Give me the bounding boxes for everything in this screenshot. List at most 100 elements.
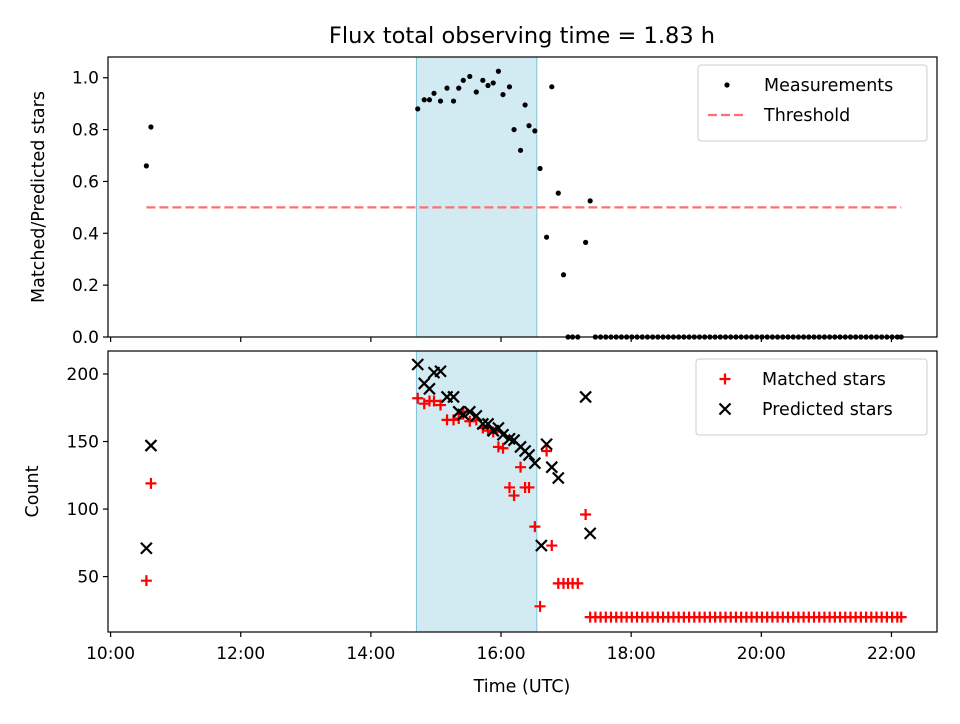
data-point-1	[497, 442, 509, 454]
data-point-1	[537, 165, 543, 172]
data-point-1	[428, 395, 440, 407]
chart-title: Flux total observing time = 1.83 h	[329, 23, 715, 49]
data-point-2	[470, 409, 483, 423]
data-point-2	[496, 428, 510, 442]
data-point-1	[437, 98, 444, 104]
data-point-2	[463, 405, 477, 419]
x-tick-label: 16:00	[477, 644, 526, 664]
data-point-2	[540, 437, 553, 451]
data-point-1	[534, 600, 546, 612]
data-point-1	[541, 445, 553, 457]
data-point-1	[549, 84, 555, 90]
data-point-2	[140, 541, 153, 555]
data-point-1	[523, 481, 535, 493]
data-point-1	[421, 97, 427, 103]
data-point-2	[528, 456, 542, 470]
data-point-2	[447, 390, 460, 404]
y-tick-label: 0.2	[72, 276, 99, 296]
panel-2: 50 100 150 200 Count 10:00 12:00 14:00 16:00 18:0…	[23, 350, 938, 664]
legend-box	[695, 358, 928, 436]
data-point-1	[508, 490, 520, 502]
data-point-2	[457, 408, 470, 421]
data-point-1	[500, 91, 506, 98]
data-point-1	[435, 399, 447, 411]
data-point-1	[415, 106, 421, 112]
y-tick-label: 200	[67, 365, 99, 385]
data-point-1	[140, 575, 152, 587]
x-tick-label: 20:00	[737, 644, 786, 664]
observing-window-span	[415, 56, 538, 338]
data-point-1	[529, 521, 541, 533]
y-tick-label: 1.0	[72, 69, 99, 89]
y-tick-label: 0.0	[72, 328, 99, 348]
data-point-2	[552, 471, 565, 485]
data-point-1	[444, 85, 450, 91]
panel-1: 0.0 0.2 0.4 0.6 0.8 1.0 Matched/Predicted star…	[29, 56, 938, 348]
data-point-1	[412, 392, 424, 404]
data-point-1	[426, 97, 433, 103]
x-tick-label: 10:00	[86, 644, 135, 664]
data-point-1	[485, 82, 491, 89]
data-point-1	[555, 190, 561, 196]
data-point-1	[522, 102, 528, 108]
data-point-2	[144, 439, 158, 452]
data-point-1	[532, 128, 538, 134]
y-axis-label: Matched/Predicted stars	[29, 91, 49, 303]
legend-swatch-1	[724, 82, 730, 88]
data-point-2	[434, 364, 447, 378]
legend-label-2: Predicted stars	[762, 400, 893, 420]
legend-swatch-2	[718, 402, 732, 416]
data-point-1	[895, 611, 907, 623]
y-tick-label: 50	[77, 568, 99, 588]
y-tick-label: 100	[67, 500, 99, 520]
y-tick-label: 150	[67, 433, 99, 453]
data-point-1	[450, 98, 457, 104]
data-point-1	[526, 123, 532, 129]
data-point-1	[503, 481, 515, 493]
legend: Matched stars Predicted stars	[695, 358, 928, 436]
legend-swatch-1	[719, 373, 731, 385]
data-point-1	[572, 577, 584, 589]
data-point-2	[522, 448, 536, 462]
plot-frame	[107, 350, 938, 633]
data-point-2	[423, 382, 436, 396]
data-point-2	[476, 417, 490, 431]
data-point-2	[545, 460, 559, 474]
x-axis-label: Time (UTC)	[473, 677, 571, 697]
data-point-1	[464, 415, 476, 427]
data-point-1	[431, 90, 437, 96]
data-point-2	[579, 390, 592, 404]
data-point-1	[467, 73, 473, 80]
y-tick-label: 0.6	[72, 172, 99, 192]
y-axis-label: Count	[23, 465, 43, 517]
legend-label-1: Measurements	[764, 76, 893, 96]
data-point-1	[546, 540, 558, 552]
x-tick-label: 22:00	[867, 644, 916, 664]
observing-window-span	[415, 350, 538, 633]
data-point-2	[492, 421, 505, 435]
data-point-1	[560, 272, 567, 278]
data-point-1	[490, 80, 496, 86]
legend: Measurements Threshold	[697, 64, 928, 142]
data-point-1	[456, 85, 462, 91]
data-point-1	[480, 77, 486, 83]
data-point-1	[587, 198, 593, 204]
data-point-1	[583, 239, 589, 245]
data-point-2	[583, 527, 597, 540]
data-point-1	[511, 126, 517, 133]
y-tick-label: 0.8	[72, 121, 99, 141]
y-tick-label: 0.4	[72, 224, 99, 244]
legend-label-2: Threshold	[763, 106, 850, 126]
data-point-1	[460, 77, 466, 83]
data-point-1	[517, 147, 524, 153]
x-tick-label: 18:00	[607, 644, 656, 664]
data-point-1	[543, 234, 550, 240]
data-point-2	[411, 358, 425, 371]
legend-box	[697, 64, 928, 142]
data-point-1	[473, 89, 479, 95]
data-point-2	[535, 539, 548, 552]
data-point-1	[580, 508, 592, 520]
data-point-1	[148, 124, 154, 130]
